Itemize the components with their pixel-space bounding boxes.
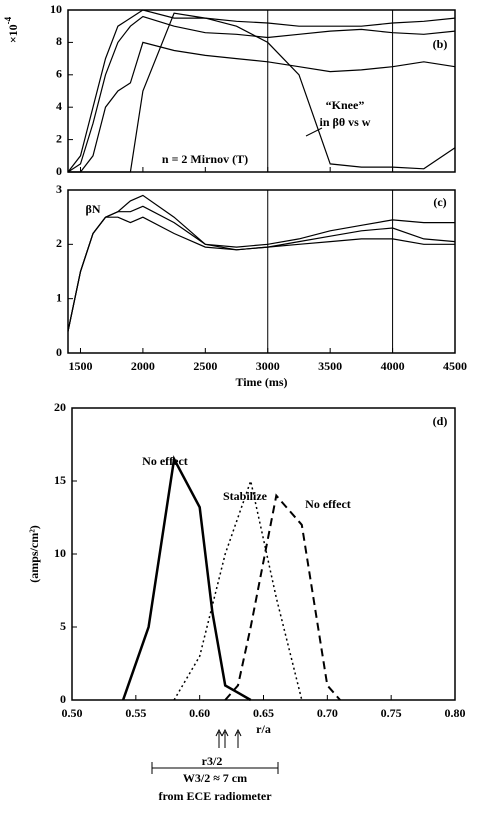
- r-arrows: [215, 728, 242, 748]
- annotation: “Knee”: [326, 98, 365, 112]
- series-line: [224, 493, 341, 701]
- y-tick-label: 0: [56, 345, 62, 359]
- x-tick-label: 0.70: [317, 706, 338, 720]
- y-tick-label: 15: [54, 473, 66, 487]
- annotation: (d): [433, 414, 448, 428]
- y-tick-label: 1: [56, 290, 62, 304]
- x-tick-label: 0.55: [125, 706, 146, 720]
- x-tick-label: 0.80: [445, 706, 466, 720]
- x-tick-label: 0.75: [381, 706, 402, 720]
- annotation: (c): [433, 195, 446, 209]
- x-tick-label: 0.60: [189, 706, 210, 720]
- y-tick-label: 8: [56, 34, 62, 48]
- series-label: No effect: [142, 454, 188, 468]
- w-bracket: [151, 762, 279, 774]
- x-tick-label: 0.50: [62, 706, 83, 720]
- y-tick-label: 5: [60, 619, 66, 633]
- x-tick-label: 1500: [68, 359, 92, 373]
- y-tick-label: 0: [60, 692, 66, 706]
- x-tick-label: 2000: [131, 359, 155, 373]
- x-tick-label: 2500: [193, 359, 217, 373]
- series-line: [68, 12, 456, 173]
- x-tick-label: 0.65: [253, 706, 274, 720]
- annotation: βN: [86, 202, 101, 216]
- annotation: from ECE radiometer: [158, 789, 272, 803]
- y-tick-label: 10: [50, 2, 62, 16]
- series-line: [67, 216, 455, 332]
- y-multiplier-base: ×10: [6, 24, 20, 43]
- y-tick-label: 20: [54, 400, 66, 414]
- annotation: r3/2: [202, 754, 223, 768]
- series-label: Stabilize: [223, 489, 268, 503]
- y-axis-label: (amps/cm²): [27, 525, 41, 583]
- y-multiplier-exp: -4: [3, 16, 13, 24]
- y-tick-label: 4: [56, 99, 62, 113]
- y-multiplier: ×10-4: [3, 16, 20, 43]
- x-axis-label: r/a: [256, 722, 271, 736]
- x-tick-label: 3500: [318, 359, 342, 373]
- knee-arrow: [305, 127, 323, 137]
- series-line: [67, 194, 455, 332]
- y-tick-label: 0: [56, 164, 62, 178]
- series-line: [173, 478, 303, 701]
- annotation: W3/2 ≈ 7 cm: [183, 771, 247, 785]
- series-line: [67, 9, 456, 173]
- series-line: [121, 455, 252, 702]
- x-tick-label: 4000: [381, 359, 405, 373]
- series-label: No effect: [305, 497, 351, 511]
- series-line: [67, 15, 456, 173]
- plot-frame: [67, 189, 456, 354]
- y-tick-label: 3: [56, 182, 62, 196]
- y-tick-label: 2: [56, 236, 62, 250]
- plot-frame: [71, 407, 456, 701]
- series-line: [68, 41, 456, 173]
- x-axis-label: Time (ms): [235, 375, 287, 389]
- annotation: (b): [433, 37, 448, 51]
- x-tick-label: 3000: [256, 359, 280, 373]
- y-tick-label: 10: [54, 546, 66, 560]
- series-line: [67, 205, 456, 332]
- annotation: n = 2 Mirnov (T): [162, 152, 248, 166]
- y-tick-label: 6: [56, 67, 62, 81]
- y-tick-label: 2: [56, 131, 62, 145]
- x-tick-label: 4500: [443, 359, 467, 373]
- plot-frame: [67, 9, 456, 173]
- annotation: in βθ vs w: [320, 115, 371, 129]
